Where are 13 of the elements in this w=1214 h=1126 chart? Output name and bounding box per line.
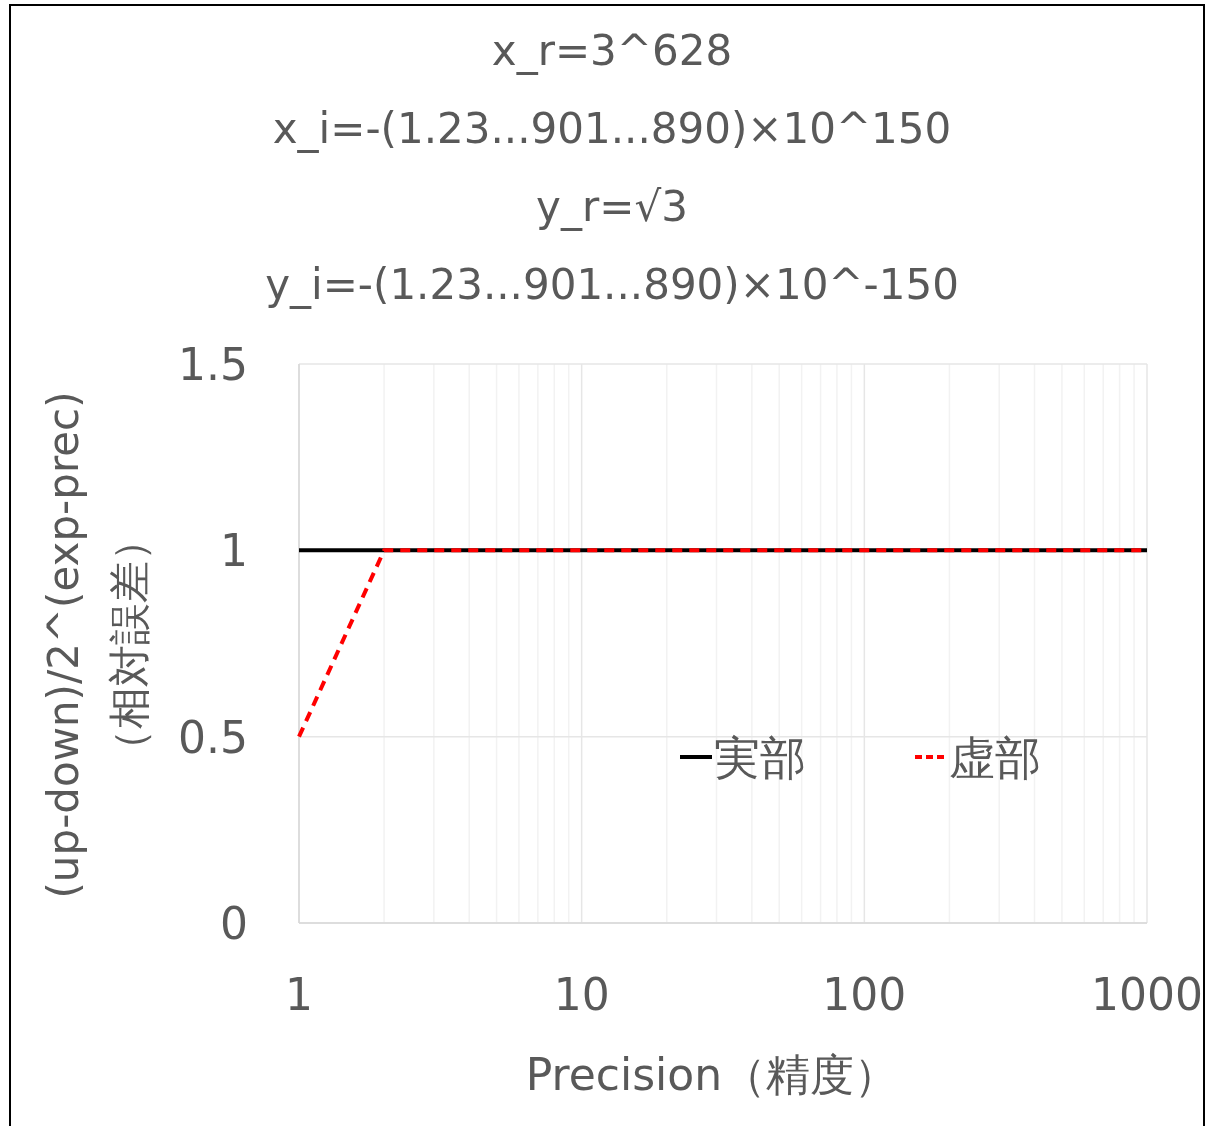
legend-label: 虚部 bbox=[949, 731, 1041, 785]
y-tick-label: 0 bbox=[220, 898, 248, 949]
x-axis-title: Precision（精度） bbox=[525, 1049, 899, 1100]
chart-title: x_r=3^628 x_i=-(1.23...901...890)×10^150 y_r=√3 y_i=-(1.23...901...890)×10^-150 bbox=[265, 26, 959, 309]
x-tick-label: 10 bbox=[553, 969, 610, 1020]
y-tick-label: 1.5 bbox=[178, 339, 248, 390]
x-tick-label: 100 bbox=[822, 969, 907, 1020]
y-tick-label: 1 bbox=[220, 525, 248, 577]
legend-label: 実部 bbox=[714, 731, 806, 785]
y-tick-label: 0.5 bbox=[178, 711, 248, 763]
y-axis-title: (up-down)/2^(exp-prec) （相対誤差） bbox=[39, 391, 154, 899]
x-tick-label: 1000 bbox=[1091, 969, 1203, 1020]
x-tick-label: 1 bbox=[285, 969, 313, 1020]
